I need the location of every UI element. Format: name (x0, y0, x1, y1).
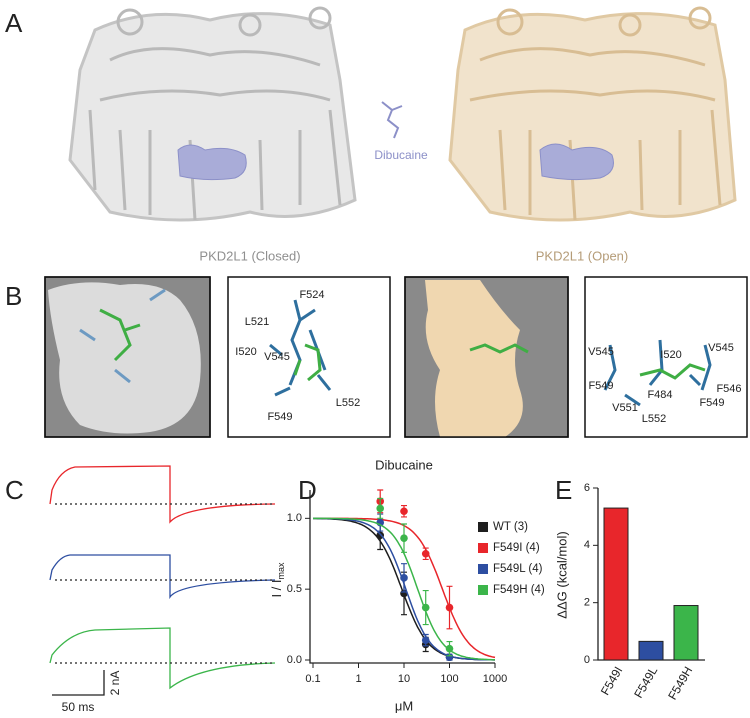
ligand-sticks (293, 343, 322, 382)
pocket-surface (425, 280, 523, 437)
residue-label: F484 (647, 389, 672, 401)
residue-label: L552 (642, 413, 666, 425)
legend-swatch (478, 522, 488, 532)
residue-label: L521 (245, 316, 269, 328)
x-tick-label: 10 (398, 673, 410, 685)
residue-sticks (269, 299, 332, 397)
y-axis-label-main: I / I (269, 579, 284, 597)
closed-interactions (227, 276, 391, 438)
y-tick-label: 0.5 (287, 583, 302, 595)
current-traces (49, 465, 276, 690)
data-point (376, 504, 385, 513)
ligand-surface (539, 143, 614, 181)
y-tick-label: 1.0 (287, 512, 302, 524)
data-point (445, 644, 454, 653)
panel-label: B (5, 281, 22, 311)
y-axis-label-sub: max (276, 562, 286, 580)
open-structure (448, 6, 737, 222)
residue-label: V551 (612, 402, 638, 414)
residue-label: V545 (588, 346, 614, 358)
axes (309, 490, 495, 664)
closed-structure (68, 6, 357, 222)
legend-swatch (478, 585, 488, 595)
residue-label: V545 (708, 342, 734, 354)
residue-label: V545 (264, 351, 290, 363)
y-tick-label: 6 (584, 482, 590, 494)
legend-swatch (478, 564, 488, 574)
residue-label: I520 (235, 346, 256, 358)
ligand-sticks (469, 343, 529, 354)
data-point (400, 534, 408, 542)
x-tick-label: 100 (440, 673, 458, 685)
bar (673, 605, 699, 661)
scale-bar (52, 670, 105, 696)
panel-label: C (5, 475, 24, 505)
legend-label: F549H (4) (493, 584, 545, 596)
bar (638, 640, 664, 661)
panel-frame (44, 276, 211, 438)
closed-label: PKD2L1 (Closed) (199, 248, 300, 263)
legend-label: F549L (4) (493, 563, 543, 575)
time-scale: 50 ms (62, 700, 95, 714)
panel-label: A (5, 8, 23, 38)
y-axis-label: I / Imax (269, 562, 286, 598)
ligand-sticks (99, 308, 141, 362)
x-tick-label: 0.1 (305, 673, 320, 685)
legend-label: F549I (4) (493, 542, 540, 554)
data-point (445, 603, 454, 612)
legend-swatch (478, 543, 488, 553)
data-point (400, 574, 408, 582)
panel-label: E (555, 475, 572, 505)
residue-label: I520 (660, 349, 681, 361)
bar (603, 507, 629, 661)
x-tick-label: 1 (355, 673, 361, 685)
panel-frame (404, 276, 569, 438)
x-tick-label: F549H (665, 664, 695, 702)
pocket-surface (48, 282, 201, 434)
ligand-sticks (639, 363, 706, 380)
data-point (421, 636, 430, 644)
panel-label: D (298, 475, 317, 505)
ligand-label: Dibucaine (374, 148, 428, 162)
data-point (421, 603, 430, 612)
residue-label: F524 (299, 289, 324, 301)
x-tick-label: F549I (598, 664, 625, 698)
data-point (400, 507, 408, 516)
x-tick-label: F549L (631, 664, 660, 701)
open-interactions (584, 276, 748, 438)
x-axis-label: μM (395, 698, 413, 713)
ligand-surface (177, 144, 247, 181)
legend-label: WT (3) (493, 521, 528, 533)
residue-label: F546 (716, 383, 741, 395)
x-tick-label: 1000 (483, 673, 507, 685)
open-label: PKD2L1 (Open) (536, 248, 629, 263)
current-scale: 2 nA (108, 671, 122, 696)
y-axis-label: ΔΔG (kcal/mol) (554, 531, 569, 618)
residue-label: F549 (699, 397, 724, 409)
residue-label: F549 (588, 380, 613, 392)
fit-curve (313, 517, 495, 661)
residue-label: L552 (336, 397, 360, 409)
residue-sticks (79, 288, 166, 384)
residue-label: F549 (267, 411, 292, 423)
y-tick-label: 0.0 (287, 654, 302, 666)
chart-title: Dibucaine (375, 457, 433, 472)
y-tick-label: 0 (584, 654, 590, 666)
y-tick-label: 2 (584, 597, 590, 609)
y-tick-label: 4 (584, 539, 590, 551)
data-point (421, 549, 430, 558)
ligand-molecule (381, 101, 403, 139)
